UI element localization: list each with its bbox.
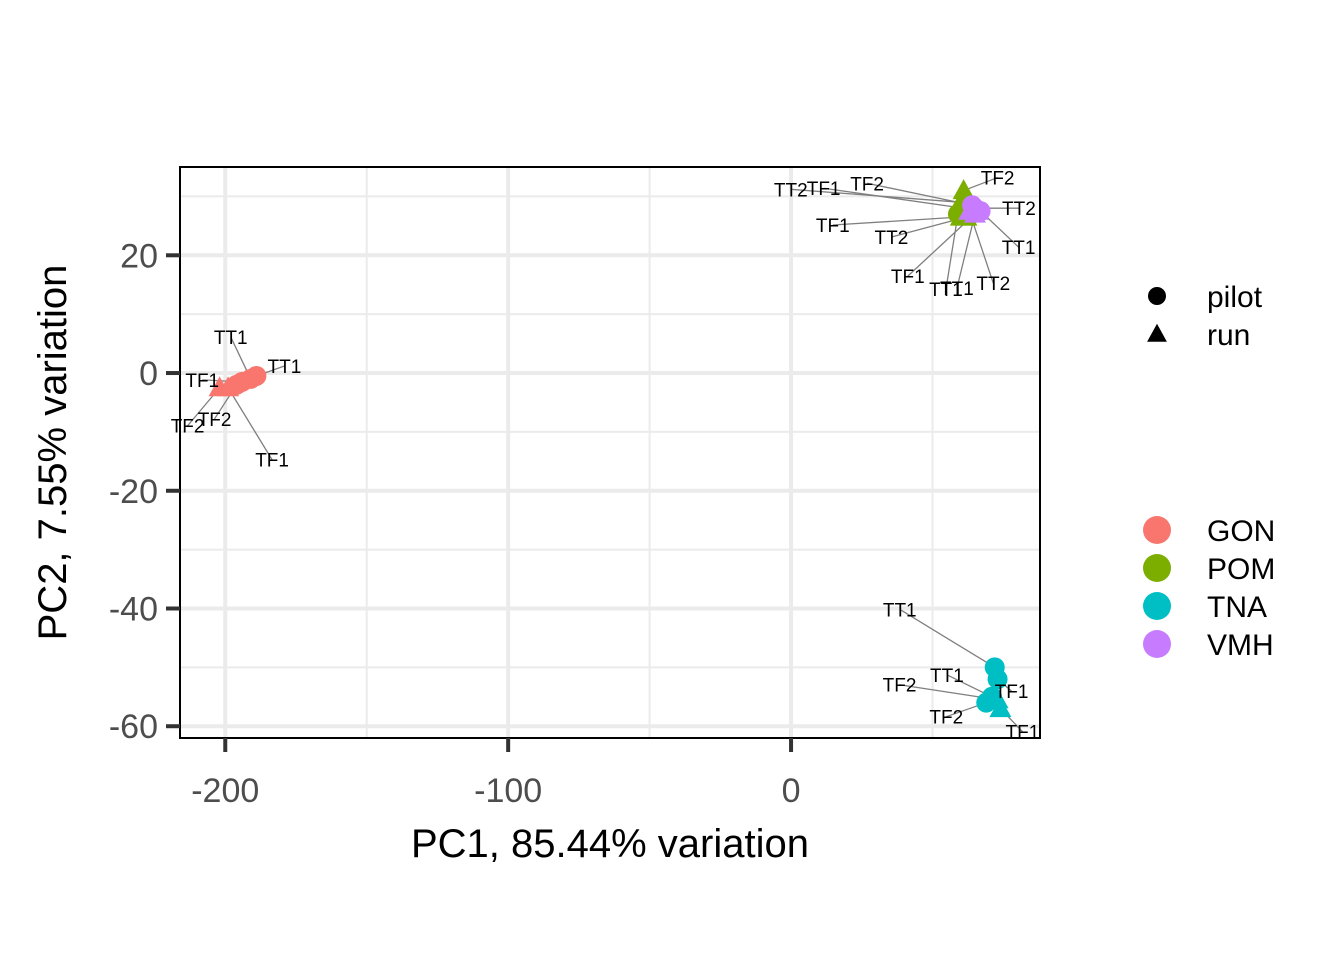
point-pom-run (952, 179, 975, 200)
legend-label-run: run (1207, 319, 1250, 352)
point-label: TF1 (185, 371, 219, 392)
point-label: TT1 (1002, 238, 1036, 259)
label-connector (866, 182, 973, 206)
point-label: TF1 (816, 216, 850, 237)
legend-label-pilot: pilot (1207, 281, 1263, 314)
major-gridlines (180, 167, 1040, 738)
point-label: TF1 (807, 179, 841, 200)
point-label: TT1 (929, 280, 963, 301)
label-connector (823, 187, 964, 209)
point-label: TF2 (198, 410, 232, 431)
legend-label-vmh: VMH (1207, 629, 1274, 662)
legend-label-pom: POM (1207, 553, 1275, 586)
point-vmh-run (958, 199, 981, 220)
legend-label-gon: GON (1207, 515, 1275, 548)
minor-gridlines (180, 167, 1040, 738)
legend-key-run (1147, 323, 1167, 342)
y-tick-label: -40 (109, 590, 158, 628)
point-label: TT2 (976, 274, 1010, 295)
color-legend: GON POM TNA VMH (1143, 515, 1275, 662)
point-tna-pilot (987, 669, 1008, 690)
x-tick-label: 0 (782, 772, 801, 810)
label-connector (945, 213, 959, 290)
point-label: TF2 (171, 417, 205, 438)
point-label: TT2 (875, 228, 909, 249)
point-label: TT2 (774, 180, 808, 201)
point-label: TF2 (850, 174, 884, 195)
label-connector (227, 387, 273, 461)
point-label: TF2 (981, 169, 1015, 190)
y-tick-label: -20 (109, 473, 158, 511)
x-axis: -200 -100 0 (191, 738, 801, 810)
label-connector (832, 216, 961, 226)
panel-border (179, 166, 1041, 739)
y-axis-title: PC2, 7.55% variation (31, 265, 75, 641)
label-connector (956, 213, 976, 289)
x-axis-title: PC1, 85.44% variation (411, 822, 809, 866)
point-tna-pilot (976, 692, 997, 713)
y-axis: -60 -40 -20 0 20 (109, 237, 180, 746)
point-label: TF2 (883, 676, 917, 697)
point-label: TT1 (214, 328, 248, 349)
shape-legend: pilot run (1147, 281, 1263, 352)
point-label: TT1 (930, 666, 964, 687)
point-gon-run (208, 376, 231, 397)
data-points (208, 179, 1012, 718)
point-label: TT1 (883, 600, 917, 621)
point-label: TT1 (267, 357, 301, 378)
point-label: TT1 (940, 279, 974, 300)
legend-key-tna (1143, 592, 1171, 620)
y-tick-label: -60 (109, 708, 158, 746)
y-tick-label: 0 (139, 355, 158, 393)
point-label: TF1 (1006, 723, 1040, 744)
point-tna-run (989, 697, 1012, 718)
point-label: TF1 (255, 451, 289, 472)
point-label: TF1 (995, 682, 1029, 703)
point-label: TF2 (929, 708, 963, 729)
legend-key-pom (1143, 554, 1171, 582)
legend-key-pilot (1148, 287, 1166, 305)
point-label: TF1 (891, 267, 925, 288)
y-tick-label: 20 (120, 237, 158, 275)
legend-key-gon (1143, 516, 1171, 544)
label-connector (899, 608, 996, 668)
legend-key-vmh (1143, 630, 1171, 658)
x-tick-label: -200 (191, 772, 259, 810)
x-tick-label: -100 (474, 772, 542, 810)
label-connector (963, 176, 998, 192)
point-label: TT2 (1002, 199, 1036, 220)
legend-label-tna: TNA (1207, 591, 1267, 624)
